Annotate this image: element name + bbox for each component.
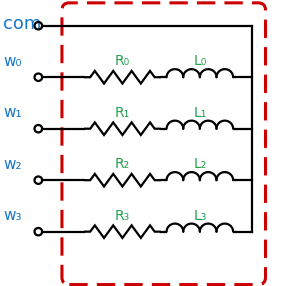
- Text: R₁: R₁: [115, 106, 130, 120]
- Text: R₀: R₀: [115, 55, 130, 68]
- Text: w₃: w₃: [3, 208, 22, 223]
- Text: L₀: L₀: [193, 55, 206, 68]
- Text: L₁: L₁: [193, 106, 206, 120]
- Text: L₂: L₂: [193, 158, 206, 171]
- Text: L₃: L₃: [193, 209, 206, 223]
- Text: w₂: w₂: [3, 157, 22, 172]
- Text: w₁: w₁: [3, 106, 22, 120]
- Text: R₂: R₂: [115, 158, 130, 171]
- Text: R₃: R₃: [115, 209, 130, 223]
- Text: w₀: w₀: [3, 54, 22, 69]
- Text: com: com: [3, 15, 41, 33]
